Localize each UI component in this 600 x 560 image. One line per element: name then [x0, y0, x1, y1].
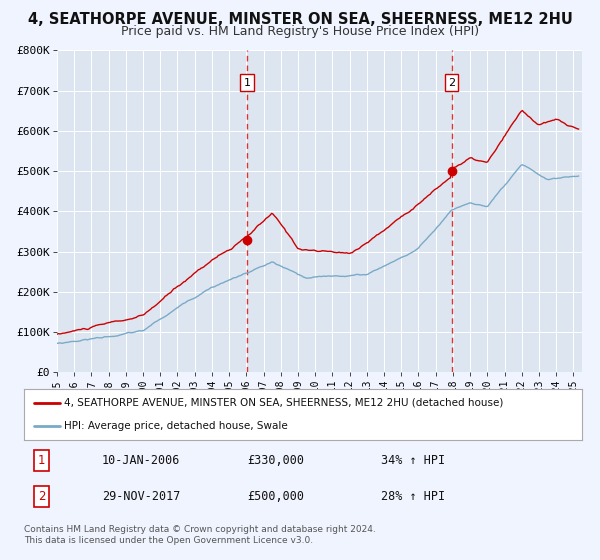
Text: £330,000: £330,000	[247, 454, 304, 467]
Text: 1: 1	[244, 78, 251, 87]
Text: 1: 1	[38, 454, 46, 467]
Text: HPI: Average price, detached house, Swale: HPI: Average price, detached house, Swal…	[64, 421, 288, 431]
Text: Contains HM Land Registry data © Crown copyright and database right 2024.
This d: Contains HM Land Registry data © Crown c…	[24, 525, 376, 545]
Text: 4, SEATHORPE AVENUE, MINSTER ON SEA, SHEERNESS, ME12 2HU: 4, SEATHORPE AVENUE, MINSTER ON SEA, SHE…	[28, 12, 572, 27]
Text: 10-JAN-2006: 10-JAN-2006	[102, 454, 181, 467]
Text: 4, SEATHORPE AVENUE, MINSTER ON SEA, SHEERNESS, ME12 2HU (detached house): 4, SEATHORPE AVENUE, MINSTER ON SEA, SHE…	[64, 398, 503, 408]
Text: £500,000: £500,000	[247, 490, 304, 503]
Text: 2: 2	[38, 490, 46, 503]
Text: 29-NOV-2017: 29-NOV-2017	[102, 490, 181, 503]
Text: 34% ↑ HPI: 34% ↑ HPI	[381, 454, 445, 467]
Text: 28% ↑ HPI: 28% ↑ HPI	[381, 490, 445, 503]
Text: 2: 2	[448, 78, 455, 87]
Text: Price paid vs. HM Land Registry's House Price Index (HPI): Price paid vs. HM Land Registry's House …	[121, 25, 479, 38]
